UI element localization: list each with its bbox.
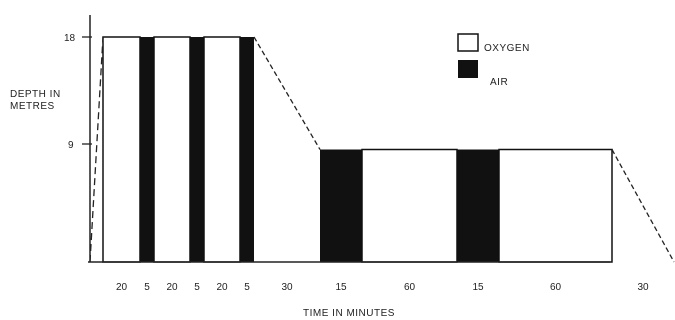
y-axis-label-line-1: DEPTH IN bbox=[10, 89, 61, 100]
descent-line bbox=[89, 36, 104, 263]
x-tick-label: 20 bbox=[216, 282, 228, 293]
x-tick-label: 20 bbox=[116, 282, 128, 293]
air-bar bbox=[240, 37, 254, 262]
oxygen-bar bbox=[102, 36, 141, 263]
y-tick-label-9: 9 bbox=[68, 140, 74, 151]
legend-label-oxygen: OXYGEN bbox=[484, 43, 530, 54]
ascent-line bbox=[253, 36, 321, 150]
air-bar bbox=[190, 37, 204, 262]
x-tick-label: 20 bbox=[166, 282, 178, 293]
oxygen-bar bbox=[361, 148, 458, 263]
air-bar bbox=[140, 37, 154, 262]
legend-label-air: AIR bbox=[490, 77, 508, 88]
x-tick-label: 30 bbox=[637, 282, 649, 293]
x-tick-label: 15 bbox=[472, 282, 484, 293]
x-tick-label: 60 bbox=[550, 282, 562, 293]
ascent-line bbox=[611, 149, 675, 263]
x-tick-label: 5 bbox=[244, 282, 250, 293]
axes-layer: 18 9 DEPTH IN METRES TIME IN MINUTES bbox=[10, 15, 610, 319]
x-tick-label: 60 bbox=[404, 282, 416, 293]
bars-layer bbox=[102, 36, 613, 263]
oxygen-bar bbox=[498, 148, 613, 263]
oxygen-bar bbox=[153, 36, 191, 263]
legend-swatch-air bbox=[458, 60, 478, 78]
oxygen-bar bbox=[203, 36, 241, 263]
y-axis-label-line-2: METRES bbox=[10, 101, 55, 112]
x-tick-label: 5 bbox=[194, 282, 200, 293]
x-tick-label: 30 bbox=[281, 282, 293, 293]
x-tick-labels: 20 5 20 5 20 5 30 15 60 15 60 30 bbox=[116, 282, 649, 293]
x-tick-label: 5 bbox=[144, 282, 150, 293]
air-bar bbox=[320, 149, 362, 262]
legend: OXYGEN AIR bbox=[457, 33, 530, 88]
profile-layer bbox=[89, 36, 675, 263]
legend-swatch-oxygen bbox=[457, 33, 479, 52]
x-axis-label: TIME IN MINUTES bbox=[303, 308, 395, 319]
x-tick-label: 15 bbox=[335, 282, 347, 293]
y-tick-label-18: 18 bbox=[64, 33, 76, 44]
air-bar bbox=[457, 149, 499, 262]
